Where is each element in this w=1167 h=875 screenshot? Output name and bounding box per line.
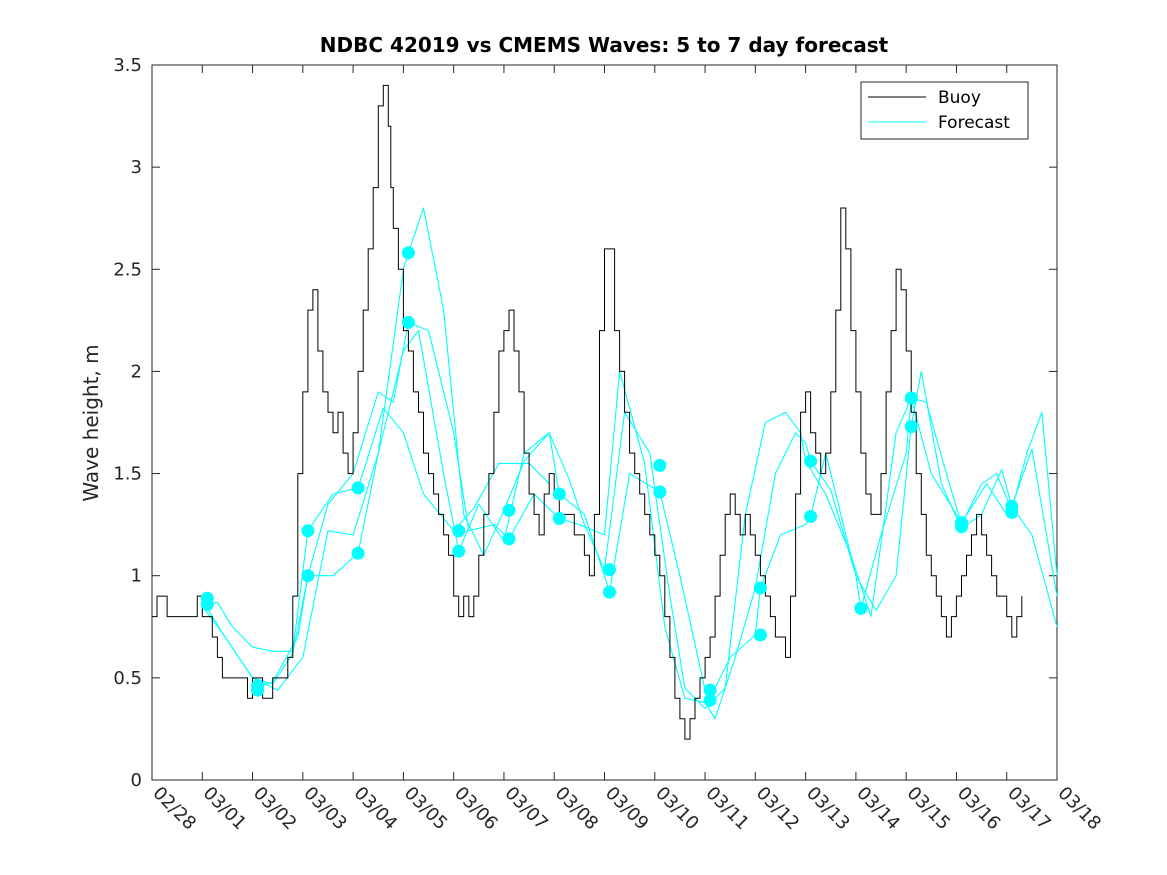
buoy-line — [152, 84, 1023, 740]
forecast-marker — [1005, 505, 1019, 519]
forecast-marker — [552, 512, 566, 525]
forecast-marker — [401, 246, 415, 260]
y-axis-label: Wave height, m — [79, 344, 103, 501]
forecast-marker — [753, 628, 767, 642]
legend-buoy-label: Buoy — [938, 88, 981, 108]
y-tick-label: 1 — [131, 566, 142, 587]
forecast-marker — [552, 487, 566, 501]
y-tick-label: 2.5 — [113, 259, 142, 280]
forecast-marker — [200, 597, 214, 611]
forecast-marker — [703, 683, 717, 697]
legend-forecast-label: Forecast — [938, 113, 1010, 133]
y-tick-label: 0 — [131, 770, 142, 791]
forecast-line-1 — [202, 407, 550, 652]
forecast-marker — [603, 563, 616, 577]
y-tick-label: 3 — [131, 157, 142, 178]
forecast-marker — [502, 503, 516, 517]
forecast-marker — [301, 524, 315, 538]
y-tick-label: 2 — [131, 361, 142, 382]
forecast-marker — [955, 520, 968, 534]
forecast-line-3 — [201, 321, 1058, 720]
y-axis-ticks: 0 0.5 1 1.5 2 2.5 3 3.5 — [113, 55, 1057, 791]
legend-box — [860, 81, 1029, 140]
legend: Buoy Forecast — [860, 81, 1029, 140]
forecast-marker — [452, 524, 466, 538]
series-layer — [152, 84, 1058, 740]
forecast-line-2 — [201, 207, 1058, 710]
forecast-marker — [603, 585, 616, 599]
y-tick-label: 3.5 — [113, 55, 142, 76]
forecast-marker — [854, 601, 868, 615]
forecast-marker — [351, 481, 365, 495]
forecast-marker — [904, 420, 918, 434]
forecast-marker — [653, 485, 667, 499]
forecast-marker — [904, 391, 918, 405]
forecast-line-4 — [252, 330, 1058, 699]
marker-layer — [200, 246, 1019, 707]
plot-area: 00.511.522.533.5 02/2803/0103/0203/0303/… — [113, 55, 1105, 834]
forecast-marker — [703, 693, 717, 707]
y-tick-label: 1.5 — [113, 464, 142, 485]
forecast-marker — [452, 544, 466, 558]
forecast-marker — [753, 581, 767, 595]
forecast-marker — [804, 454, 818, 468]
forecast-marker — [401, 315, 415, 329]
chart-title: NDBC 42019 vs CMEMS Waves: 5 to 7 day fo… — [320, 33, 889, 57]
forecast-marker — [301, 569, 315, 583]
y-tick-label: 0.5 — [113, 668, 142, 689]
forecast-marker — [653, 458, 667, 472]
forecast-marker — [804, 510, 818, 523]
forecast-marker — [351, 546, 365, 560]
forecast-marker — [251, 683, 265, 697]
forecast-marker — [502, 532, 516, 546]
